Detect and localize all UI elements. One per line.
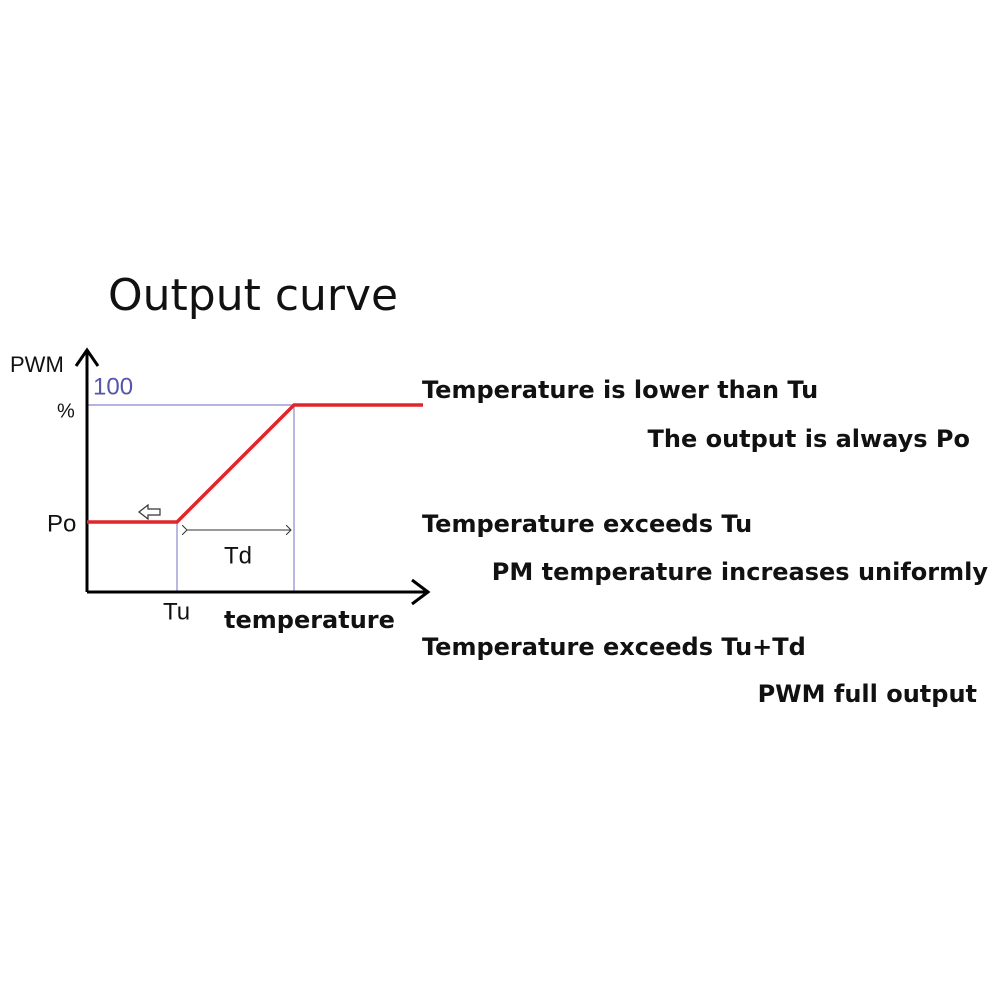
title: Output curve xyxy=(108,270,398,321)
output-curve xyxy=(87,403,423,524)
po-label: Po xyxy=(47,510,76,537)
note-detail: PM temperature increases uniformly xyxy=(492,558,989,586)
note-heading: Temperature exceeds Tu+Td xyxy=(422,633,806,661)
td-label: Td xyxy=(224,542,252,569)
note-detail: PWM full output xyxy=(758,680,977,708)
note-heading: Temperature exceeds Tu xyxy=(422,510,752,538)
note-heading: Temperature is lower than Tu xyxy=(422,376,818,404)
x-axis xyxy=(87,578,431,606)
y-axis xyxy=(74,347,100,592)
note-detail: The output is always Po xyxy=(647,425,970,453)
y-label: PWM xyxy=(10,352,64,377)
x-label: temperature xyxy=(224,606,395,634)
shift-arrow xyxy=(138,503,161,521)
y-unit: % xyxy=(57,400,75,422)
y-max: 100 xyxy=(93,373,133,400)
tu-label: Tu xyxy=(163,598,190,625)
